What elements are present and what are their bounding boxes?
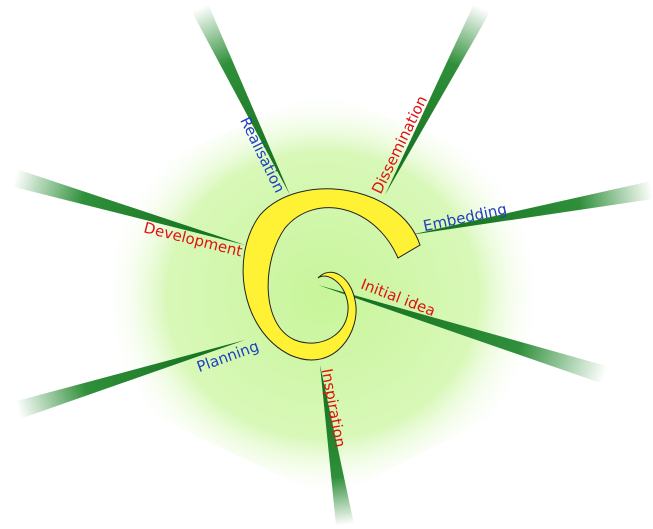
diagram: RealisationDisseminationEmbeddingInitial… bbox=[0, 0, 653, 529]
background-glow bbox=[100, 90, 545, 500]
